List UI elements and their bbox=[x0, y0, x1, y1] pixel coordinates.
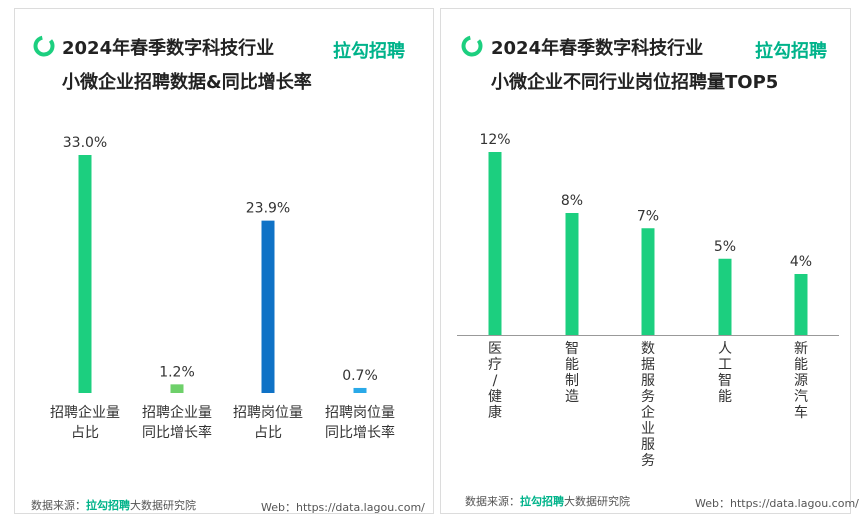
category-label-2: 数据服务企业服务 bbox=[641, 341, 655, 469]
value-label-3: 0.7% bbox=[342, 368, 378, 384]
source-suffix: 大数据研究院 bbox=[130, 499, 196, 512]
bar-3 bbox=[353, 387, 367, 393]
category-label-3: 人工智能 bbox=[718, 341, 732, 405]
left-title-line1: 2024年春季数字科技行业 bbox=[62, 38, 275, 59]
right-footer-web: Web：https://data.lagou.com/ bbox=[695, 497, 859, 510]
lagou-logo-icon bbox=[33, 35, 55, 57]
right-chart-panel: 2024年春季数字科技行业 小微企业不同行业岗位招聘量TOP5 拉勾招聘 12%… bbox=[440, 8, 859, 514]
value-label-2: 23.9% bbox=[246, 201, 290, 217]
bar-1 bbox=[565, 213, 579, 335]
category-label-0: 医疗/健康 bbox=[488, 341, 502, 421]
value-label-0: 33.0% bbox=[63, 135, 107, 151]
right-title-line2: 小微企业不同行业岗位招聘量TOP5 bbox=[491, 72, 779, 93]
value-label-0: 12% bbox=[479, 132, 510, 148]
source-brand: 拉勾招聘 bbox=[86, 499, 130, 512]
category-label-3-1: 同比增长率 bbox=[325, 424, 395, 441]
left-footer-source: 数据来源：拉勾招聘大数据研究院 bbox=[31, 497, 196, 513]
source-label: 数据来源： bbox=[31, 499, 86, 512]
left-title-line2: 小微企业招聘数据&同比增长率 bbox=[62, 72, 312, 93]
bar-3 bbox=[718, 258, 732, 335]
bar-1 bbox=[170, 384, 184, 393]
left-chart-panel: 2024年春季数字科技行业 小微企业招聘数据&同比增长率 拉勾招聘 33.0% 招… bbox=[14, 8, 434, 514]
category-label-2-0: 招聘岗位量 bbox=[233, 405, 303, 421]
right-brand-logo: 拉勾招聘 bbox=[755, 41, 827, 62]
category-label-1: 智能制造 bbox=[565, 341, 579, 405]
bar-4 bbox=[794, 274, 808, 335]
right-title-line1: 2024年春季数字科技行业 bbox=[491, 38, 704, 59]
source-brand: 拉勾招聘 bbox=[520, 495, 564, 508]
bar-0 bbox=[488, 152, 502, 335]
lagou-logo-icon bbox=[461, 35, 483, 57]
value-label-1: 8% bbox=[561, 193, 583, 209]
bar-2 bbox=[641, 228, 655, 335]
bar-2 bbox=[261, 220, 275, 393]
value-label-4: 4% bbox=[790, 254, 812, 270]
category-label-1-0: 招聘企业量 bbox=[142, 404, 212, 421]
value-label-3: 5% bbox=[714, 239, 736, 255]
left-footer-web: Web：https://data.lagou.com/ bbox=[261, 501, 425, 514]
source-label: 数据来源： bbox=[465, 495, 520, 508]
category-label-0-1: 占比 bbox=[71, 425, 99, 441]
right-footer-source: 数据来源：拉勾招聘大数据研究院 bbox=[465, 493, 630, 509]
category-label-3-0: 招聘岗位量 bbox=[325, 405, 395, 421]
source-suffix: 大数据研究院 bbox=[564, 495, 630, 508]
bar-0 bbox=[78, 155, 92, 393]
value-label-2: 7% bbox=[637, 208, 659, 224]
category-label-0-0: 招聘企业量 bbox=[50, 404, 120, 421]
category-label-4: 新能源汽车 bbox=[794, 341, 808, 421]
left-brand-logo: 拉勾招聘 bbox=[333, 41, 405, 62]
value-label-1: 1.2% bbox=[159, 364, 195, 380]
right-bar-chart: 12% 医疗/健康 8% 智能制造 7% 数据服务企业服务 5% 人工智能 4% 新能源汽车 bbox=[457, 132, 839, 469]
category-label-1-1: 同比增长率 bbox=[142, 424, 212, 441]
category-label-2-1: 占比 bbox=[254, 425, 282, 441]
